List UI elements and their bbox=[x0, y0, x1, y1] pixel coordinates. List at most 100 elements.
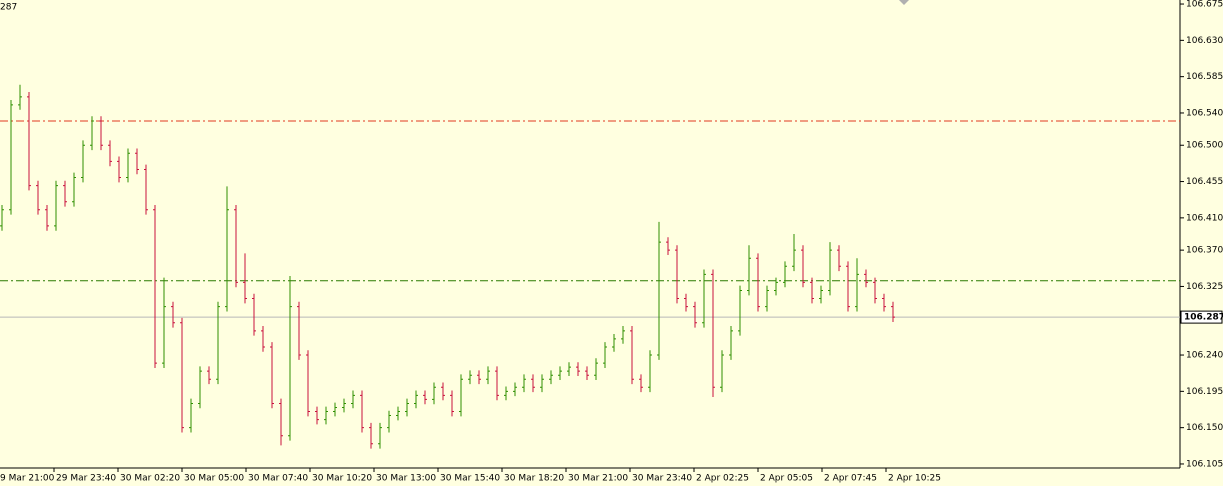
ohlc-bar bbox=[792, 234, 796, 272]
ohlc-bar bbox=[504, 386, 508, 401]
ohlc-bar bbox=[207, 366, 211, 385]
ohlc-bar bbox=[54, 180, 58, 231]
ohlc-bar bbox=[567, 362, 571, 377]
ohlc-bar bbox=[774, 277, 778, 296]
ohlc-bar bbox=[0, 204, 4, 231]
ohlc-bar bbox=[252, 293, 256, 336]
ohlc-bar bbox=[855, 258, 859, 312]
ohlc-bar bbox=[423, 390, 427, 405]
ohlc-bar bbox=[126, 148, 130, 183]
x-tick-label: 2 Apr 02:25 bbox=[696, 474, 749, 484]
y-tick-label: 106.240 bbox=[1186, 351, 1223, 361]
ohlc-bar bbox=[117, 156, 121, 183]
ohlc-bar bbox=[108, 140, 112, 167]
ohlc-bar bbox=[657, 221, 661, 360]
ohlc-bar bbox=[495, 366, 499, 401]
ohlc-bar bbox=[738, 285, 742, 336]
y-tick-label: 106.370 bbox=[1186, 246, 1223, 256]
ohlc-bar bbox=[261, 325, 265, 352]
ohlc-bar bbox=[90, 116, 94, 151]
ohlc-bar bbox=[666, 237, 670, 255]
x-tick-label: 30 Mar 10:20 bbox=[312, 474, 372, 484]
ohlc-bar bbox=[153, 204, 157, 368]
ohlc-bar bbox=[630, 325, 634, 385]
x-tick-label: 2 Apr 07:45 bbox=[824, 474, 877, 484]
x-tick-label: 2 Apr 05:05 bbox=[760, 474, 813, 484]
ohlc-bar bbox=[837, 245, 841, 272]
ohlc-bar bbox=[612, 334, 616, 352]
ohlc-bar bbox=[198, 366, 202, 409]
ohlc-bar bbox=[585, 366, 589, 381]
ohlc-bar bbox=[549, 370, 553, 385]
ohlc-bar bbox=[180, 317, 184, 433]
ohlc-bar bbox=[828, 242, 832, 296]
ohlc-bar bbox=[639, 374, 643, 393]
ohlc-bar bbox=[63, 180, 67, 207]
ohlc-bar bbox=[531, 374, 535, 393]
ohlc-bar bbox=[99, 116, 103, 151]
ohlc-bar bbox=[279, 398, 283, 446]
x-tick-label: 30 Mar 15:40 bbox=[440, 474, 500, 484]
ohlc-bar bbox=[405, 398, 409, 417]
ohlc-bar bbox=[306, 350, 310, 417]
y-tick-label: 106.585 bbox=[1186, 72, 1223, 82]
ohlc-bar bbox=[297, 301, 301, 360]
x-tick-label: 30 Mar 18:20 bbox=[504, 474, 564, 484]
header-fragment: 287 bbox=[0, 3, 17, 13]
ohlc-bar bbox=[756, 253, 760, 312]
ohlc-bar bbox=[18, 84, 22, 110]
ohlc-bar bbox=[873, 277, 877, 304]
y-tick-label: 106.150 bbox=[1186, 423, 1223, 433]
ohlc-bar bbox=[135, 148, 139, 175]
x-tick-label: 30 Mar 02:20 bbox=[120, 474, 180, 484]
x-tick-label: 29 Mar 23:40 bbox=[56, 474, 116, 484]
ohlc-bar bbox=[675, 245, 679, 304]
ohlc-bar bbox=[801, 245, 805, 288]
ohlc-bar bbox=[189, 398, 193, 433]
ohlc-bar bbox=[441, 382, 445, 401]
ohlc-bar bbox=[270, 342, 274, 409]
ohlc-bar bbox=[783, 261, 787, 288]
y-tick-label: 106.455 bbox=[1186, 177, 1223, 187]
ohlc-bar bbox=[558, 366, 562, 381]
ohlc-bar bbox=[378, 422, 382, 449]
y-tick-label: 106.105 bbox=[1186, 459, 1223, 469]
ohlc-bar bbox=[693, 301, 697, 328]
x-tick-label: 30 Mar 05:00 bbox=[184, 474, 244, 484]
ohlc-bar bbox=[729, 325, 733, 360]
ohlc-bar bbox=[702, 269, 706, 328]
y-tick-label: 106.540 bbox=[1186, 108, 1223, 118]
ohlc-bar bbox=[621, 325, 625, 344]
ohlc-bar bbox=[225, 186, 229, 312]
ohlc-bar bbox=[522, 374, 526, 393]
ohlc-bar bbox=[81, 140, 85, 183]
ohlc-bar bbox=[27, 91, 31, 191]
ohlc-bar bbox=[576, 362, 580, 377]
ohlc-bar bbox=[711, 269, 715, 397]
ohlc-bar bbox=[684, 293, 688, 312]
ohlc-bar bbox=[243, 253, 247, 304]
ohlc-bar bbox=[603, 342, 607, 368]
ohlc-bar bbox=[882, 293, 886, 312]
x-tick-label: 9 Mar 21:00 bbox=[0, 474, 55, 484]
y-tick-label: 106.500 bbox=[1186, 141, 1223, 151]
shift-marker bbox=[899, 0, 909, 5]
price-label: 106.287 bbox=[1184, 313, 1223, 323]
ohlc-bar bbox=[324, 406, 328, 425]
ohlc-bar bbox=[360, 390, 364, 433]
ohlc-bar bbox=[369, 422, 373, 449]
ohlc-bar bbox=[765, 285, 769, 312]
x-tick-label: 30 Mar 23:40 bbox=[632, 474, 692, 484]
ohlc-bar bbox=[819, 285, 823, 304]
ohlc-bar bbox=[648, 350, 652, 393]
ohlc-bar bbox=[234, 204, 238, 288]
y-tick-label: 106.195 bbox=[1186, 387, 1223, 397]
ohlc-bar bbox=[387, 410, 391, 433]
x-tick-label: 30 Mar 13:00 bbox=[376, 474, 436, 484]
ohlc-bar bbox=[288, 275, 292, 441]
ohlc-bar bbox=[747, 245, 751, 296]
ohlc-bar bbox=[171, 301, 175, 328]
x-tick-label: 30 Mar 21:00 bbox=[568, 474, 628, 484]
